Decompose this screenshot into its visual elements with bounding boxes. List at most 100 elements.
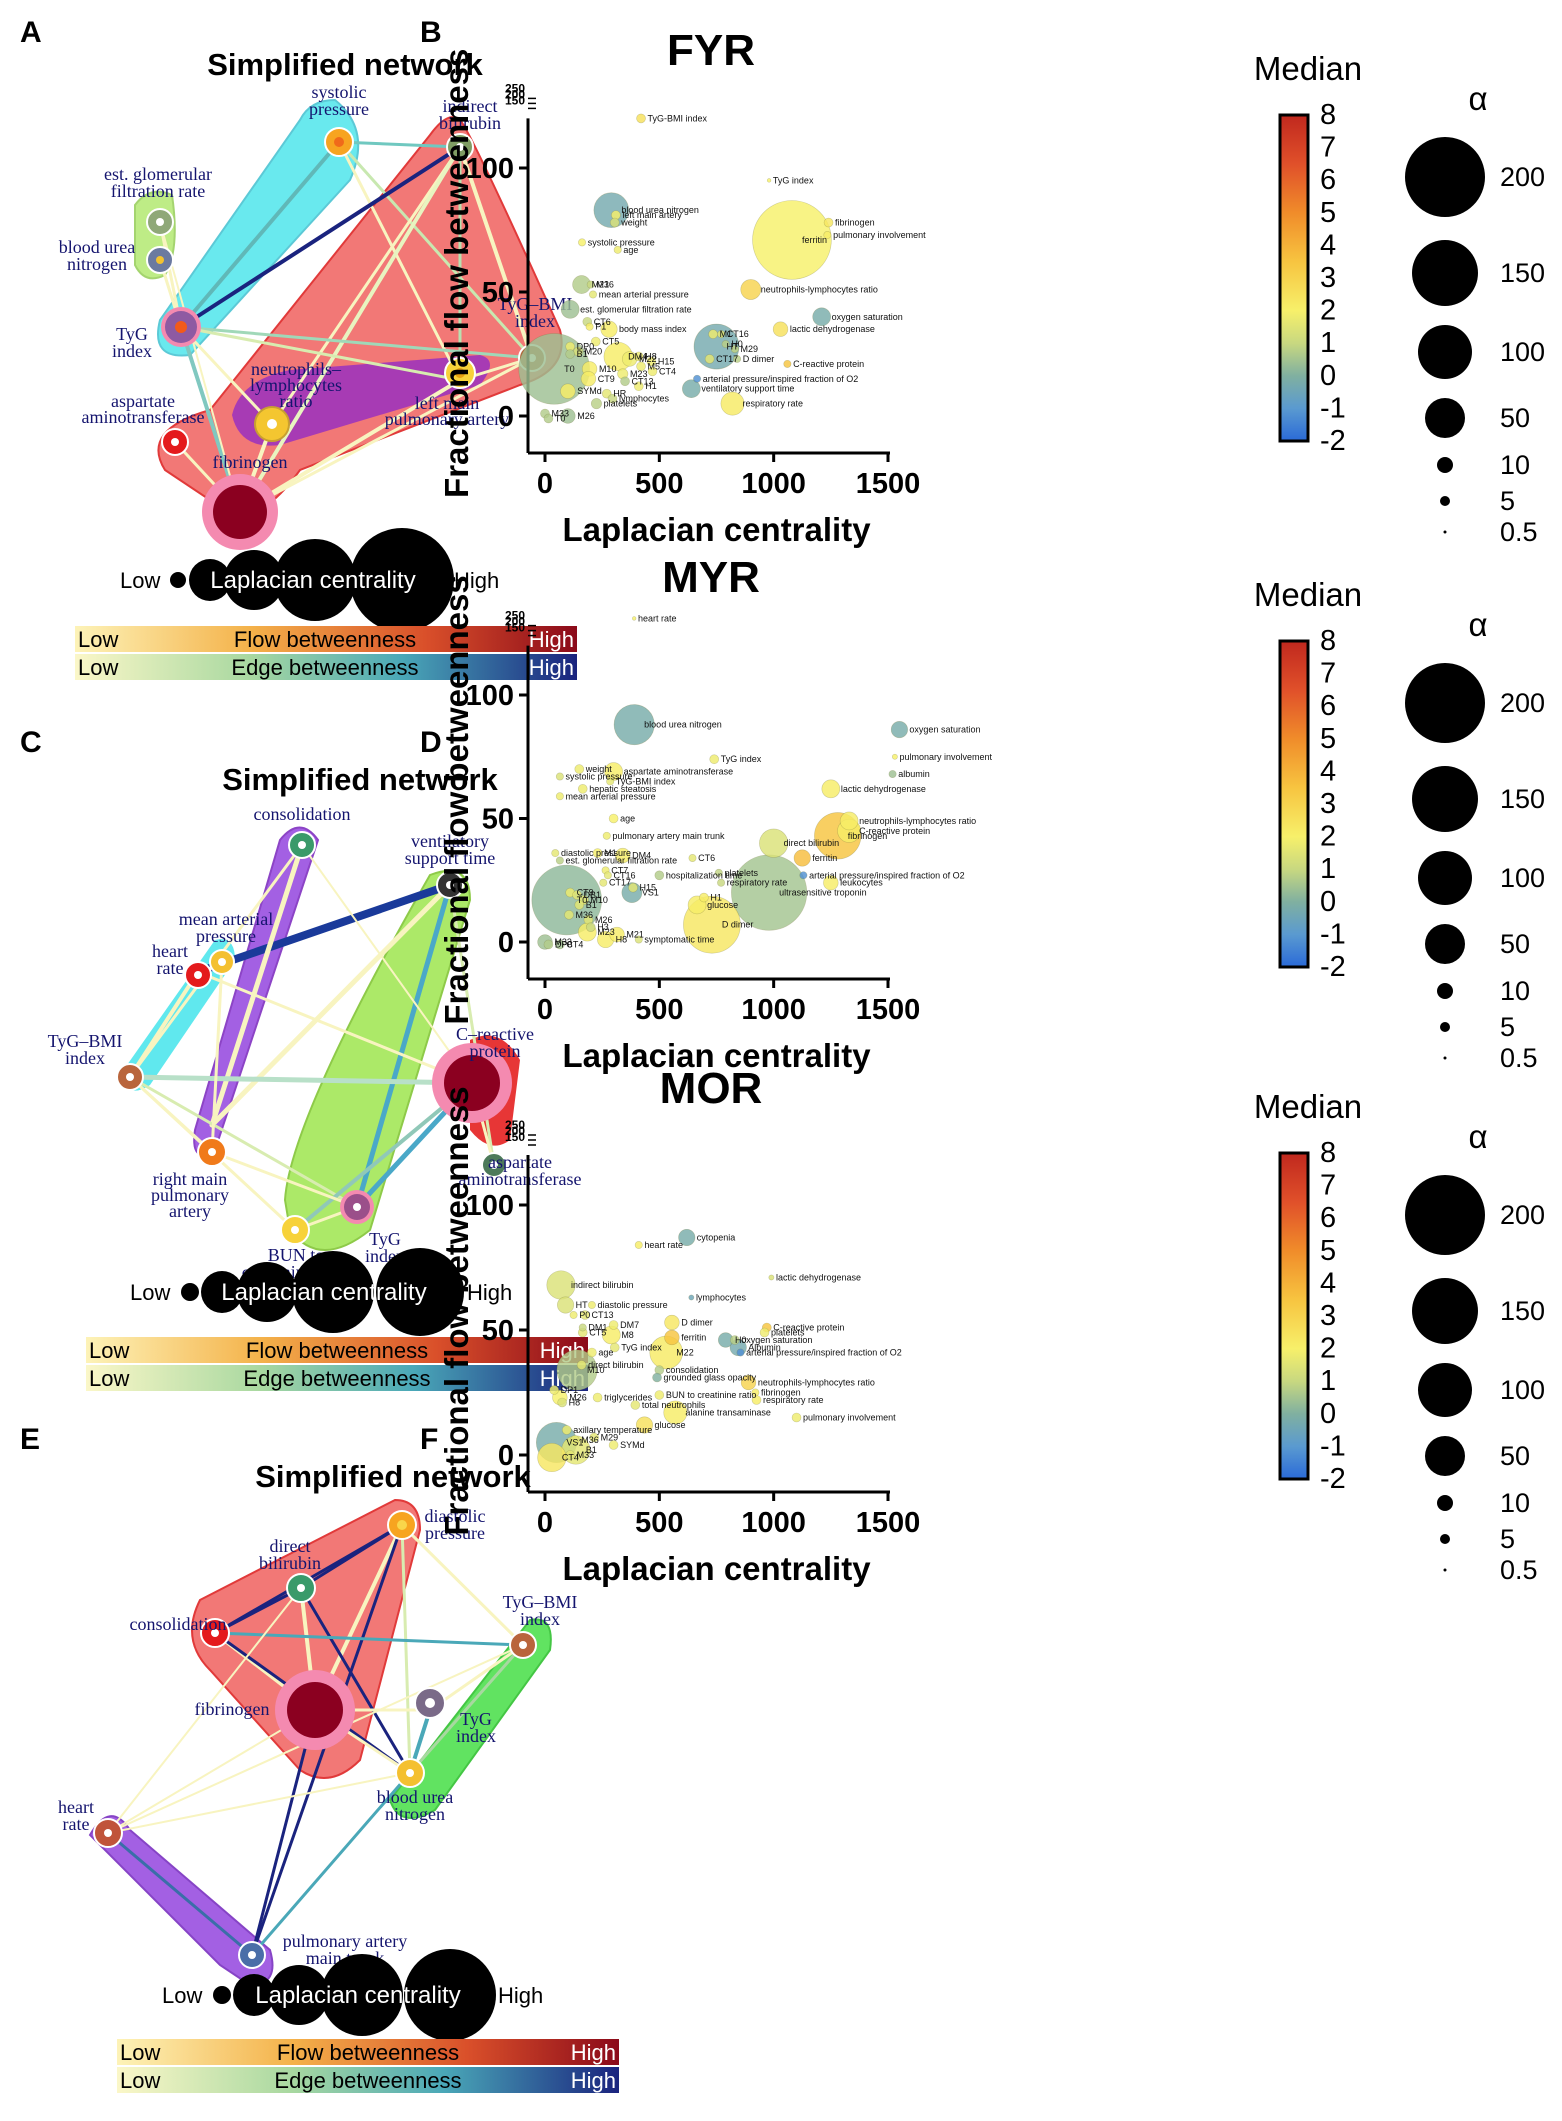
data-point <box>730 345 739 354</box>
point-label: lactic dehydrogenase <box>841 784 926 794</box>
point-label: M36 <box>576 910 594 920</box>
data-point <box>560 408 576 424</box>
point-label: pulmonary involvement <box>833 230 926 240</box>
bar-low: Low <box>120 2040 160 2065</box>
point-label: platelets <box>724 868 758 878</box>
panel-letter: E <box>20 1423 40 1456</box>
point-label: pulmonary involvement <box>899 752 992 762</box>
bar-flow-label: Flow betweenness <box>234 627 416 652</box>
bar-low: Low <box>78 627 118 652</box>
data-point <box>740 279 762 300</box>
size-legend-circle <box>1425 924 1465 964</box>
size-legend-circle <box>1425 1436 1465 1476</box>
point-label: TyG index <box>773 175 814 185</box>
point-label: CT17 <box>609 878 631 888</box>
point-label: blood urea nitrogen <box>621 205 699 215</box>
bar-edge-label: Edge betweenness <box>274 2068 461 2093</box>
data-point <box>891 753 898 760</box>
colorbar-tick-label: 8 <box>1320 625 1336 657</box>
point-label: est. glomerular filtration rate <box>580 304 692 314</box>
point-label: M10 <box>590 895 608 905</box>
point-label: T0 <box>577 895 588 905</box>
point-label: blood urea nitrogen <box>644 720 722 730</box>
data-point <box>555 939 565 950</box>
point-label: symptomatic time <box>644 935 714 945</box>
data-point <box>812 307 831 327</box>
heart-rate-node <box>184 961 212 989</box>
data-point <box>717 330 726 339</box>
point-label: M33 <box>552 409 570 419</box>
size-legend-label: 200 <box>1500 688 1545 718</box>
size-legend-circle <box>1418 1363 1472 1417</box>
x-tick-label: 1000 <box>741 994 806 1026</box>
colorbar-tick-label: 4 <box>1320 1267 1336 1299</box>
data-point <box>556 1349 598 1391</box>
point-label: D dimer <box>743 354 775 364</box>
network-title: Simplified network <box>222 762 498 797</box>
data-point <box>632 616 637 621</box>
node-label: indirect bilirubin <box>439 96 501 133</box>
legend-high: High <box>498 1983 543 2008</box>
colorbar-tick-label: 5 <box>1320 1235 1336 1267</box>
colorbar-tick-label: -2 <box>1320 425 1346 457</box>
bar-low: Low <box>120 2068 160 2093</box>
point-label: neutrophils-lymphocytes ratio <box>859 816 976 826</box>
colorbar-tick-label: 5 <box>1320 197 1336 229</box>
point-label: B1 <box>577 349 588 359</box>
colorbar <box>1278 113 1310 443</box>
point-label: M23 <box>597 927 615 937</box>
data-point <box>580 1310 590 1320</box>
colorbar <box>1278 1151 1310 1481</box>
point-label: SYMd <box>577 386 602 396</box>
colorbar-tick-label: 2 <box>1320 821 1336 853</box>
data-point <box>708 329 718 339</box>
bar-high: High <box>571 2040 616 2065</box>
point-label: lymphocytes <box>696 1293 747 1303</box>
size-legend-title: α <box>1468 606 1487 643</box>
point-label: H8 <box>645 351 657 361</box>
node-label: TyG–BMI index <box>503 1592 578 1629</box>
point-label: VS1 <box>642 888 659 898</box>
x-tick-label: 1500 <box>856 468 921 500</box>
size-legend-circle <box>1418 851 1472 905</box>
data-point <box>543 413 554 424</box>
data-point <box>574 764 585 774</box>
y-tick-label: 200 <box>505 87 525 101</box>
y-tick-label: 200 <box>505 1124 525 1138</box>
point-label: ventilatory support time <box>701 384 794 394</box>
node-label: TyG–BMI index <box>48 1031 123 1068</box>
flow-bar <box>117 2039 619 2065</box>
point-label: CT16 <box>727 329 749 339</box>
point-label: H1 <box>710 893 722 903</box>
point-label: direct bilirubin <box>784 838 840 848</box>
heart-rate-node <box>93 1818 123 1848</box>
size-legend-circle <box>1412 766 1478 832</box>
point-label: T0 <box>564 364 575 374</box>
colorbar-tick-label: 8 <box>1320 99 1336 131</box>
point-label: DP0 <box>577 342 595 352</box>
legend-high: High <box>454 568 499 593</box>
data-point <box>574 900 585 910</box>
point-label: glucose <box>654 1420 685 1430</box>
data-point <box>609 1342 620 1353</box>
x-tick-label: 500 <box>635 1507 683 1539</box>
y-tick-label: 50 <box>482 277 514 309</box>
consolidation-node <box>200 1618 230 1648</box>
size-legend-circle <box>1440 496 1450 506</box>
point-label: est. glomerular filtration rate <box>566 855 678 865</box>
point-label: oxygen saturation <box>741 1335 812 1345</box>
data-point <box>783 359 792 368</box>
size-legend-label: 10 <box>1500 1488 1530 1518</box>
point-label: M22 <box>676 1348 694 1358</box>
colorbar-title: Median <box>1254 1088 1362 1125</box>
point-label: lactic dehydrogenase <box>776 1273 861 1283</box>
crp-node <box>432 1043 512 1123</box>
size-legend-label: 50 <box>1500 1441 1530 1471</box>
data-point <box>561 1425 572 1435</box>
bun-node <box>395 1758 425 1788</box>
size-legend-circle <box>1412 240 1478 306</box>
data-point <box>888 770 897 779</box>
data-point <box>636 361 646 372</box>
